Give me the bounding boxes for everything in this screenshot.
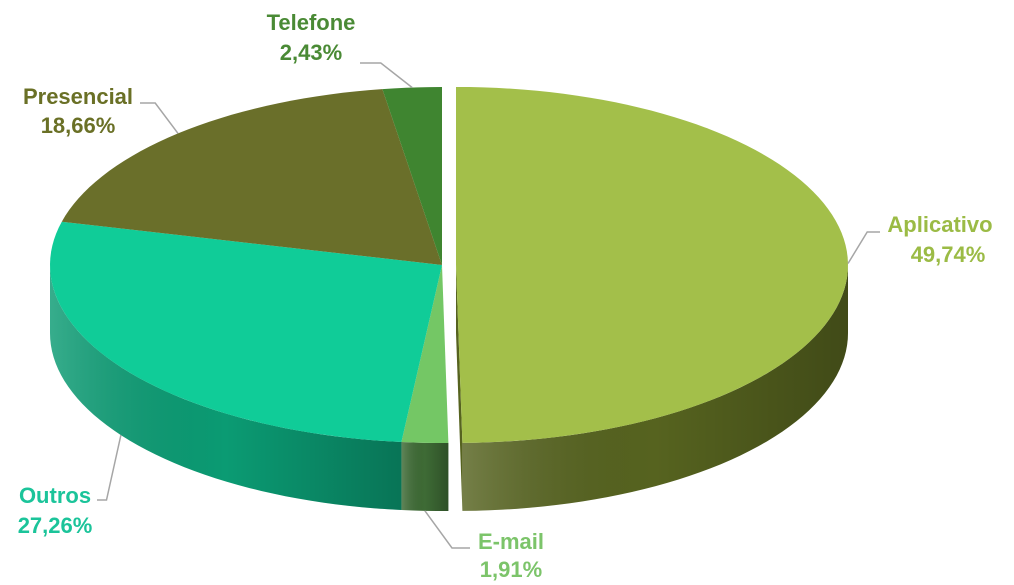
label-telefone-name: Telefone [267, 10, 356, 35]
pie-tops [50, 86, 848, 443]
label-presencial-value: 18,66% [41, 113, 116, 138]
label-presencial: Presencial 18,66% [23, 84, 133, 138]
slice-cut-face-aplicativo-1 [455, 264, 463, 511]
leader-line-aplicativo [847, 231, 880, 264]
label-outros: Outros 27,26% [18, 483, 93, 538]
label-outros-name: Outros [19, 483, 91, 508]
label-aplicativo-name: Aplicativo [887, 212, 992, 237]
label-email: E-mail 1,91% [478, 529, 544, 582]
slice-outros [50, 221, 442, 443]
leader-line-e-mail [424, 510, 470, 549]
label-aplicativo: Aplicativo 49,74% [887, 212, 992, 267]
slice-aplicativo [455, 86, 848, 443]
label-email-value: 1,91% [480, 557, 542, 582]
pie-sides [50, 264, 848, 511]
slice-presencial [61, 89, 443, 265]
label-outros-value: 27,26% [18, 513, 93, 538]
leader-line-outros [97, 434, 122, 501]
slice-side-shade-e-mail [401, 442, 449, 511]
slice-side-shade-aplicativo [462, 264, 848, 511]
slice-side-shade-outros [50, 265, 402, 511]
label-telefone: Telefone 2,43% [267, 10, 356, 65]
leader-lines [97, 62, 880, 549]
leader-line-presencial [140, 102, 179, 134]
slice-telefone [382, 87, 442, 265]
slice-e-mail [401, 265, 449, 443]
leader-line-telefone [360, 62, 413, 89]
label-aplicativo-value: 49,74% [911, 242, 986, 267]
label-email-name: E-mail [478, 529, 544, 554]
label-presencial-name: Presencial [23, 84, 133, 109]
label-telefone-value: 2,43% [280, 40, 342, 65]
